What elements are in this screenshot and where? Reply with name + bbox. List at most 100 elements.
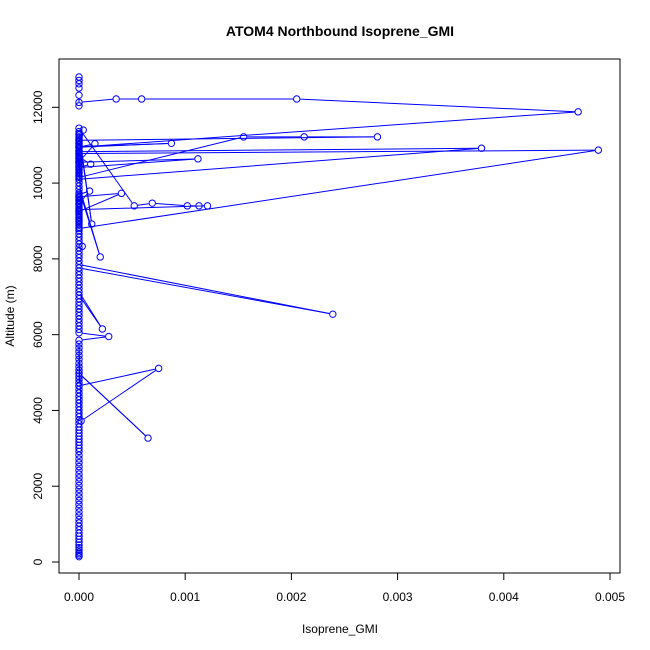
series-line-segment [82,191,87,194]
data-point [75,224,83,233]
data-point [594,146,603,154]
data-point [75,355,83,363]
data-point [75,548,83,556]
series-group [75,73,603,561]
series-line-segment [82,164,88,168]
data-point [98,325,107,333]
data-point [75,91,83,99]
data-point [75,455,83,463]
data-point [75,466,83,475]
data-point [75,102,83,110]
data-point [144,434,152,442]
data-point [75,153,83,162]
data-point [130,202,138,210]
data-point [75,348,83,356]
data-point [477,144,486,152]
y-axis-label: Altitude (m) [3,285,17,346]
series-line-segment [83,369,156,420]
data-point [75,512,83,520]
series-line-segment [82,268,330,315]
data-point [75,336,83,345]
data-point [75,489,83,497]
series-line-segment [137,203,149,206]
data-point [194,155,202,163]
x-tick-label: 0.000 [64,590,94,604]
data-point [75,98,83,107]
series-line-segment [80,294,101,327]
series-line-segment [82,149,595,155]
data-point [148,199,156,207]
x-tick-label: 0.005 [595,590,625,604]
chart-title: ATOM4 Northbound Isoprene_GMI [226,23,454,39]
data-point [373,133,382,141]
data-point [75,173,83,182]
data-point [117,189,126,198]
data-point [183,202,192,210]
data-point [96,253,104,261]
data-point [86,160,95,168]
data-point [75,481,83,490]
y-tick-label: 8000 [31,245,45,272]
data-point [77,417,85,425]
x-axis: 0.000 0.001 0.002 0.003 0.004 0.005 [64,572,625,604]
series-line-segment [82,111,575,148]
data-point [75,139,83,148]
x-tick-label: 0.003 [383,590,413,604]
data-point [88,220,96,228]
data-point [75,351,83,360]
data-point [75,359,83,367]
data-point [75,382,83,390]
x-tick-label: 0.002 [276,590,306,604]
series-line-segment [300,98,575,113]
data-point [105,332,113,341]
series-line-segment [82,368,156,386]
data-point [75,508,83,516]
data-point [75,500,83,509]
data-point [75,470,83,478]
data-point [574,108,582,116]
data-point [75,515,83,524]
y-tick-label: 12000 [31,90,45,124]
y-tick-label: 4000 [31,397,45,424]
data-point [75,519,83,527]
data-point [85,187,94,195]
series-line-segment [82,193,118,197]
data-point [293,95,301,103]
series-line-segment [81,375,146,436]
series-line-segment [82,148,478,180]
data-point [75,504,83,512]
data-point [75,496,83,505]
series-line-segment [82,205,204,211]
series-line-segment [82,143,92,147]
data-point [75,143,83,151]
data-point [75,462,83,471]
data-point [112,95,120,103]
data-point [75,546,83,554]
y-tick-label: 10000 [31,166,45,200]
data-point [167,139,176,148]
data-point [75,76,83,85]
series-line-segment [82,336,106,341]
series-line-segment [82,147,478,153]
x-tick-label: 0.004 [489,590,519,604]
series-line-segment [82,98,113,103]
series-line-segment [155,202,184,207]
data-point [329,310,337,318]
series-line-segment [82,136,374,141]
series-line-segment [82,332,106,337]
data-point [75,340,83,348]
data-point [75,459,83,467]
y-tick-label: 6000 [31,321,45,348]
data-point [300,133,308,141]
data-point [75,127,83,136]
data-point [75,363,83,371]
data-point [75,493,83,501]
y-tick-label: 0 [31,558,45,565]
x-axis-label: Isoprene_GMI [302,622,378,636]
series-line-segment [82,264,330,314]
data-point [137,95,146,103]
data-point [75,124,83,132]
y-axis: 0 2000 4000 6000 8000 10000 12000 [31,90,60,565]
